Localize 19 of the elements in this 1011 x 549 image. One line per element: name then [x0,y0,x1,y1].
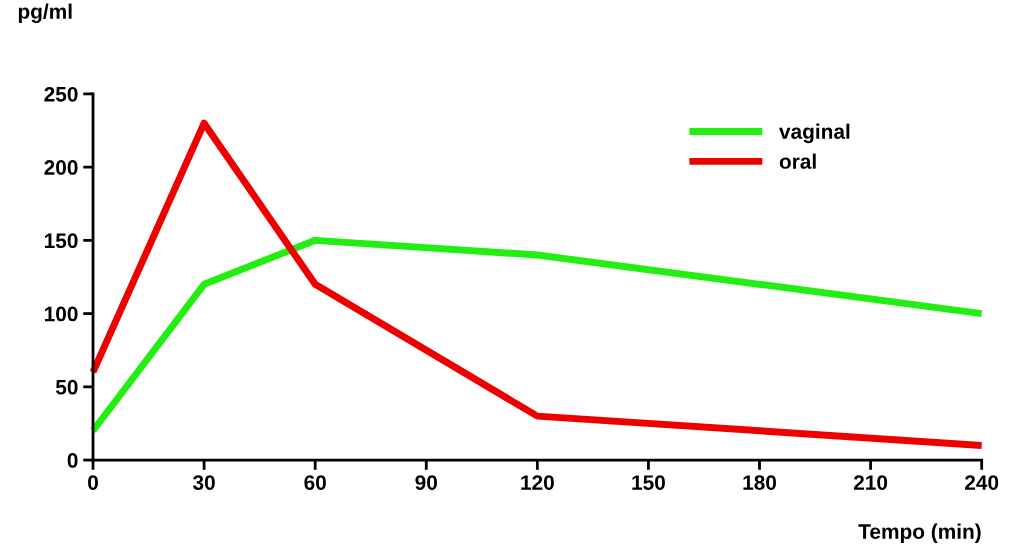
y-tick-label: 0 [67,453,78,468]
x-tick-label: 120 [521,475,554,490]
x-tick-label: 240 [965,475,999,490]
y-tick-label: 200 [44,160,78,175]
x-tick-label: 60 [304,475,326,490]
x-tick-label: 150 [632,475,665,490]
x-tick-label: 30 [192,475,215,490]
legend-label: oral [779,153,816,169]
x-axis-title: Tempo (min) [858,523,981,544]
y-tick-label: 100 [44,306,78,322]
x-tick-label: 210 [853,475,888,490]
x-tick-label: 0 [88,475,98,490]
y-tick-label: 50 [55,379,78,395]
y-axis-title: pg/ml [18,3,72,24]
y-tick-label: 250 [44,86,78,102]
x-tick-label: 90 [415,475,437,490]
legend-label: vaginal [779,123,850,144]
x-tick-label: 180 [743,475,777,490]
y-tick-label: 150 [44,233,78,249]
